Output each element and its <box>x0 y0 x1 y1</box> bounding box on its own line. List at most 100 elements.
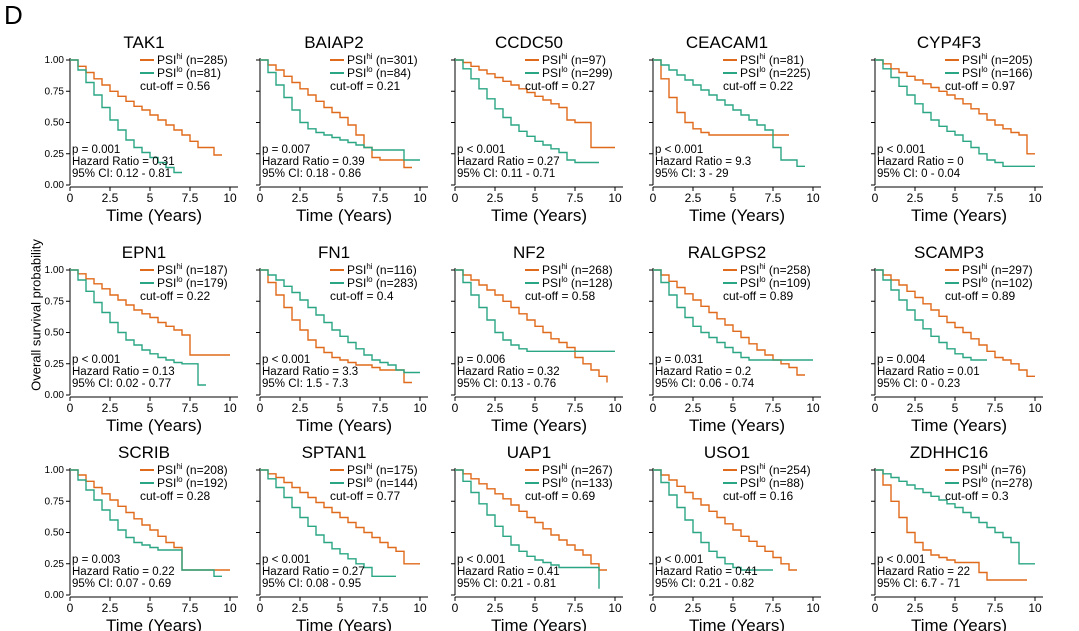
x-tick-label: 2.5 <box>685 191 702 205</box>
x-axis-title: Time (Years) <box>689 206 785 225</box>
legend-entry: PSIhi (n=285) <box>157 52 228 67</box>
stat-label: p = 0.001 <box>72 144 120 156</box>
x-tick-label: 5 <box>147 191 154 205</box>
legend-entry: PSIlo (n=179) <box>157 275 228 290</box>
x-tick-label: 10 <box>608 191 622 205</box>
legend-entry: PSIlo (n=299) <box>542 65 613 80</box>
km-plot-scamp3: SCAMP3 0 2.5 5 7.5 10 Time (Years) PSIhi (n=297… <box>871 243 1043 435</box>
km-plot-fn1: FN1 0 2.5 5 7.5 10 Time (Years) PSIhi (n=116)PS… <box>256 243 428 435</box>
plot-title: ZDHHC16 <box>910 443 988 462</box>
legend-entry: PSIlo (n=192) <box>157 475 228 490</box>
x-tick-label: 10 <box>608 401 622 415</box>
survival-curve-lo <box>70 59 182 174</box>
plot-title: USO1 <box>704 443 750 462</box>
x-tick-label: 10 <box>413 191 427 205</box>
survival-curve-lo <box>455 469 600 589</box>
stat-label: Hazard Ratio = 0.32 <box>457 366 560 378</box>
x-tick-label: 2.5 <box>487 191 504 205</box>
survival-curve-hi <box>653 469 797 571</box>
x-tick-label: 2.5 <box>292 401 309 415</box>
cutoff-label: cut-off = 0.89 <box>723 289 793 303</box>
x-axis-title: Time (Years) <box>106 206 202 225</box>
x-tick-label: 7.5 <box>182 191 199 205</box>
stat-label: Hazard Ratio = 0.2 <box>655 366 751 378</box>
x-tick-label: 7.5 <box>182 601 199 615</box>
plot-title: EPN1 <box>122 243 166 262</box>
stat-label: Hazard Ratio = 0.27 <box>262 566 365 578</box>
plot-title: TAK1 <box>123 33 164 52</box>
km-plot-ralgps2: RALGPS2 0 2.5 5 7.5 10 Time (Years) PSIhi (n=25… <box>649 243 821 435</box>
survival-curve-lo <box>875 469 1035 565</box>
km-plot-zdhhc16: ZDHHC16 0 2.5 5 7.5 10 Time (Years) PSIhi (n=76… <box>871 443 1043 631</box>
x-tick-label: 7.5 <box>567 401 584 415</box>
stat-label: 95% CI: 1.5 - 7.3 <box>262 378 348 390</box>
x-tick-label: 0 <box>257 401 264 415</box>
x-tick-label: 0 <box>67 601 74 615</box>
x-tick-label: 5 <box>952 191 959 205</box>
survival-curve-lo <box>260 269 420 374</box>
km-plot-nf2: NF2 0 2.5 5 7.5 10 Time (Years) PSIhi (n=268)PS… <box>451 243 623 435</box>
stat-label: 95% CI: 0.11 - 0.71 <box>457 168 555 180</box>
legend-entry: PSIlo (n=225) <box>740 65 811 80</box>
legend-entry: PSIhi (n=297) <box>962 262 1033 277</box>
plot-title: CCDC50 <box>495 33 563 52</box>
stat-label: p = 0.003 <box>72 554 120 566</box>
x-tick-label: 5 <box>337 191 344 205</box>
x-tick-label: 0 <box>452 401 459 415</box>
plot-title: UAP1 <box>507 443 551 462</box>
stat-label: p < 0.001 <box>72 354 120 366</box>
legend-entry: PSIhi (n=268) <box>542 262 613 277</box>
x-tick-label: 10 <box>806 401 820 415</box>
km-plot-scrib: SCRIB 0 2.5 5 7.5 10 0.00 0.25 0.50 0.75 1.00 Time … <box>45 443 238 631</box>
x-tick-label: 7.5 <box>765 601 782 615</box>
x-tick-label: 0 <box>452 191 459 205</box>
stat-label: 95% CI: 3 - 29 <box>655 168 729 180</box>
stat-label: p = 0.007 <box>262 144 310 156</box>
x-tick-label: 2.5 <box>487 401 504 415</box>
x-tick-label: 10 <box>413 601 427 615</box>
legend-entry: PSIhi (n=76) <box>962 462 1026 477</box>
x-tick-label: 5 <box>952 601 959 615</box>
legend-entry: PSIlo (n=144) <box>347 475 418 490</box>
cutoff-label: cut-off = 0.21 <box>330 79 400 93</box>
legend-entry: PSIlo (n=133) <box>542 475 613 490</box>
survival-curve-lo <box>875 59 1035 167</box>
stat-label: Hazard Ratio = 0.31 <box>72 156 175 168</box>
x-tick-label: 2.5 <box>102 401 119 415</box>
legend-entry: PSIlo (n=109) <box>740 275 811 290</box>
stat-label: 95% CI: 0.07 - 0.69 <box>72 578 171 590</box>
cutoff-label: cut-off = 0.77 <box>330 489 400 503</box>
legend-entry: PSIlo (n=128) <box>542 275 613 290</box>
x-tick-label: 10 <box>806 191 820 205</box>
x-tick-label: 0 <box>650 191 657 205</box>
km-plot-cyp4f3: CYP4F3 0 2.5 5 7.5 10 Time (Years) PSIhi (n=205… <box>871 33 1043 225</box>
stat-label: Hazard Ratio = 0.27 <box>457 156 560 168</box>
y-tick-label: 0.75 <box>45 86 65 97</box>
x-tick-label: 7.5 <box>765 191 782 205</box>
cutoff-label: cut-off = 0.22 <box>140 289 210 303</box>
x-axis-title: Time (Years) <box>491 616 587 631</box>
stat-label: p < 0.001 <box>262 354 310 366</box>
stat-label: 95% CI: 0.13 - 0.76 <box>457 378 556 390</box>
y-tick-label: 0.75 <box>45 496 65 507</box>
legend-entry: PSIlo (n=81) <box>157 65 221 80</box>
x-tick-label: 0 <box>67 191 74 205</box>
stat-label: 95% CI: 0.21 - 0.81 <box>457 578 556 590</box>
y-tick-label: 0.50 <box>45 528 65 539</box>
survival-curve-hi <box>875 269 1035 377</box>
x-tick-label: 2.5 <box>907 401 924 415</box>
x-tick-label: 0 <box>452 601 459 615</box>
cutoff-label: cut-off = 0.56 <box>140 79 210 93</box>
km-plot-epn1: EPN1 0 2.5 5 7.5 10 0.00 0.25 0.50 0.75 1.00 Time (… <box>45 243 238 435</box>
y-tick-label: 0.00 <box>45 590 65 601</box>
survival-curve-hi <box>875 59 1035 155</box>
x-tick-label: 10 <box>1028 601 1042 615</box>
survival-curve-lo <box>653 59 805 167</box>
stat-label: p < 0.001 <box>655 554 703 566</box>
x-tick-label: 0 <box>872 601 879 615</box>
y-tick-label: 0.75 <box>45 296 65 307</box>
x-axis-title: Time (Years) <box>689 616 785 631</box>
stat-label: 95% CI: 0.18 - 0.86 <box>262 168 361 180</box>
stat-label: Hazard Ratio = 9.3 <box>655 156 751 168</box>
x-tick-label: 0 <box>872 401 879 415</box>
